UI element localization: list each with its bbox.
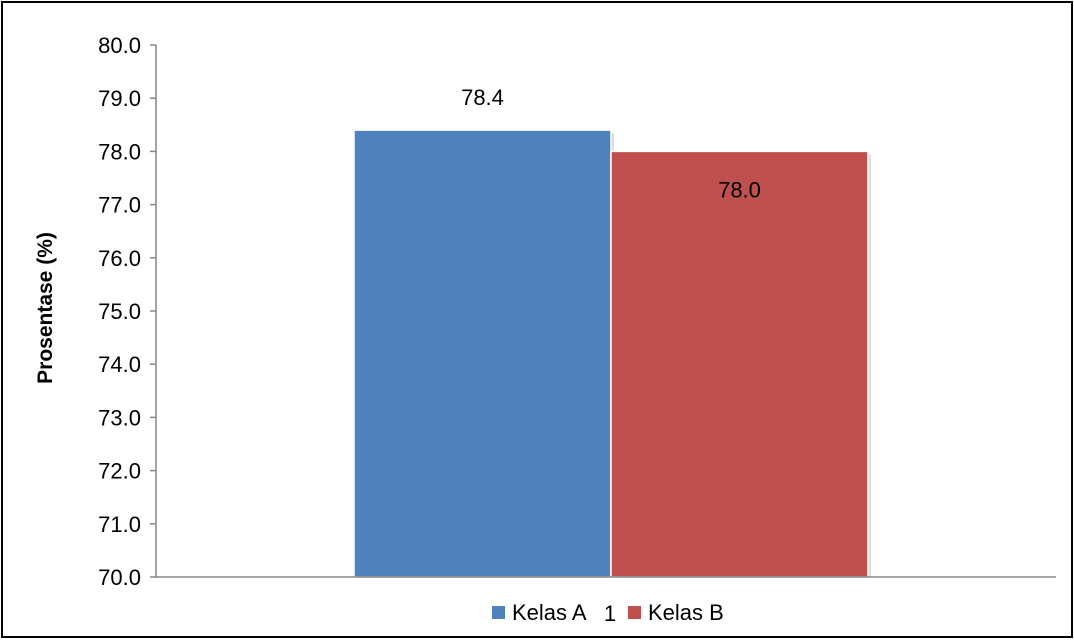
y-tick-label: 70.0 [98, 565, 141, 590]
bars [353, 129, 871, 578]
x-category-label: 1 [604, 601, 616, 626]
y-tick-label: 73.0 [98, 405, 141, 430]
data-labels: 78.4 78.0 [461, 85, 761, 202]
data-label-kelas-a: 78.4 [461, 85, 504, 110]
y-tick-label: 77.0 [98, 193, 141, 218]
y-tick-label: 79.0 [98, 86, 141, 111]
y-tick-label: 76.0 [98, 246, 141, 271]
legend-label-kelas-b: Kelas B [648, 600, 724, 625]
y-axis-label: Prosentase (%) [34, 232, 57, 384]
legend-label-kelas-a: Kelas A [512, 600, 587, 625]
data-label-kelas-b: 78.0 [718, 177, 761, 202]
y-tick-label: 80.0 [98, 33, 141, 58]
legend-swatch-kelas-a [492, 606, 505, 619]
legend: Kelas A Kelas B [492, 600, 724, 625]
y-tick-label: 75.0 [98, 299, 141, 324]
y-tick-label: 72.0 [98, 459, 141, 484]
bar-kelas-a [353, 129, 612, 578]
y-tick-label: 78.0 [98, 139, 141, 164]
y-tick-label: 74.0 [98, 352, 141, 377]
bar-kelas-b [610, 150, 869, 578]
y-axis-ticks: 70.0 71.0 72.0 73.0 74.0 75.0 76.0 77.0 78.0 79.0… [98, 33, 156, 590]
y-tick-label: 71.0 [98, 512, 141, 537]
legend-swatch-kelas-b [628, 606, 641, 619]
